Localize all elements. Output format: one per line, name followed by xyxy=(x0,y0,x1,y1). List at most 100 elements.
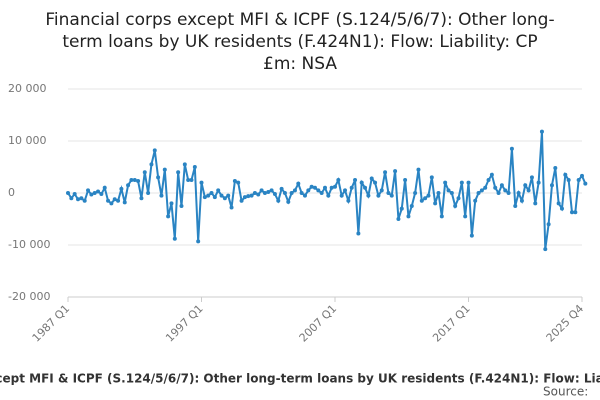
data-point xyxy=(229,205,234,210)
data-point xyxy=(312,185,317,190)
data-point xyxy=(503,188,508,193)
data-point xyxy=(69,196,74,201)
y-tick-label: -10 000 xyxy=(8,238,50,251)
data-point xyxy=(212,195,217,200)
data-point xyxy=(219,193,224,198)
data-point xyxy=(266,189,271,194)
data-point xyxy=(389,193,394,198)
data-point xyxy=(563,172,568,177)
data-point xyxy=(196,239,201,244)
data-point xyxy=(222,196,227,201)
chart-title: Financial corps except MFI & ICPF (S.124… xyxy=(45,10,554,30)
data-point xyxy=(429,175,434,180)
data-point xyxy=(102,185,107,190)
data-point xyxy=(386,191,391,195)
data-point xyxy=(353,178,358,182)
x-tick-label: 2017 Q1 xyxy=(430,302,473,345)
data-point xyxy=(339,193,344,198)
data-point xyxy=(189,178,194,182)
data-point xyxy=(166,214,171,219)
data-point xyxy=(423,196,428,201)
y-tick-label: 20 000 xyxy=(8,82,47,95)
data-point xyxy=(356,231,361,236)
data-point xyxy=(116,198,121,203)
x-tick-label: 2007 Q1 xyxy=(297,302,340,345)
data-point xyxy=(406,214,411,219)
chart-title: £m: NSA xyxy=(263,54,337,74)
data-point xyxy=(413,191,418,195)
data-point xyxy=(533,201,538,206)
data-point xyxy=(479,188,484,193)
data-point xyxy=(106,198,111,203)
data-point xyxy=(373,180,378,185)
y-tick-label: 0 xyxy=(8,186,15,199)
data-point xyxy=(139,196,144,201)
data-point xyxy=(573,210,578,215)
data-point xyxy=(96,189,101,194)
data-point xyxy=(543,247,548,252)
data-point xyxy=(536,180,541,185)
data-point xyxy=(456,196,461,201)
data-point xyxy=(66,191,70,195)
data-point xyxy=(246,194,251,199)
x-tick-label: 1987 Q1 xyxy=(30,302,73,345)
data-point xyxy=(323,185,327,190)
chart-title: term loans by UK residents (F.424N1): Fl… xyxy=(62,32,537,52)
data-point xyxy=(519,198,524,203)
data-point xyxy=(383,170,388,175)
data-point xyxy=(156,175,161,180)
data-point xyxy=(186,178,191,182)
data-point xyxy=(126,183,131,188)
data-point xyxy=(359,180,364,185)
data-point xyxy=(316,188,321,193)
data-point xyxy=(433,201,438,206)
y-tick-label: -20 000 xyxy=(8,290,50,303)
data-point xyxy=(262,191,267,195)
data-point xyxy=(79,196,84,201)
data-point xyxy=(473,198,478,203)
data-point xyxy=(379,188,384,193)
data-point xyxy=(493,185,498,190)
data-point xyxy=(226,193,231,198)
data-point xyxy=(309,184,314,189)
data-point xyxy=(272,192,277,197)
data-point xyxy=(259,188,264,193)
data-point xyxy=(302,193,307,198)
data-point xyxy=(416,167,421,172)
data-point xyxy=(206,193,211,198)
data-point xyxy=(136,179,141,184)
data-point xyxy=(282,191,287,195)
data-point xyxy=(453,204,458,208)
data-point xyxy=(496,191,501,195)
data-point xyxy=(72,192,77,197)
data-point xyxy=(256,192,261,197)
data-point xyxy=(466,180,471,185)
data-point xyxy=(446,188,451,193)
data-point xyxy=(343,188,348,193)
data-point xyxy=(216,188,221,193)
data-point xyxy=(232,179,237,184)
x-tick-label: 2025 Q4 xyxy=(544,302,587,345)
data-point xyxy=(142,170,147,175)
data-point xyxy=(469,233,474,238)
data-point xyxy=(546,222,551,227)
data-point xyxy=(159,193,164,198)
series-line xyxy=(67,131,587,250)
data-point xyxy=(199,180,204,185)
data-point xyxy=(76,197,81,202)
data-point xyxy=(242,195,247,200)
data-point xyxy=(476,191,481,195)
data-point xyxy=(399,206,404,211)
data-point xyxy=(179,204,184,208)
data-point xyxy=(436,191,441,195)
data-point xyxy=(349,185,354,190)
data-point xyxy=(576,178,581,182)
data-point xyxy=(523,183,528,188)
data-point xyxy=(279,186,284,191)
data-point xyxy=(132,178,137,182)
data-point xyxy=(516,191,521,195)
data-point xyxy=(329,185,334,190)
data-point xyxy=(89,192,94,197)
data-point xyxy=(149,162,154,167)
data-point xyxy=(326,193,331,198)
